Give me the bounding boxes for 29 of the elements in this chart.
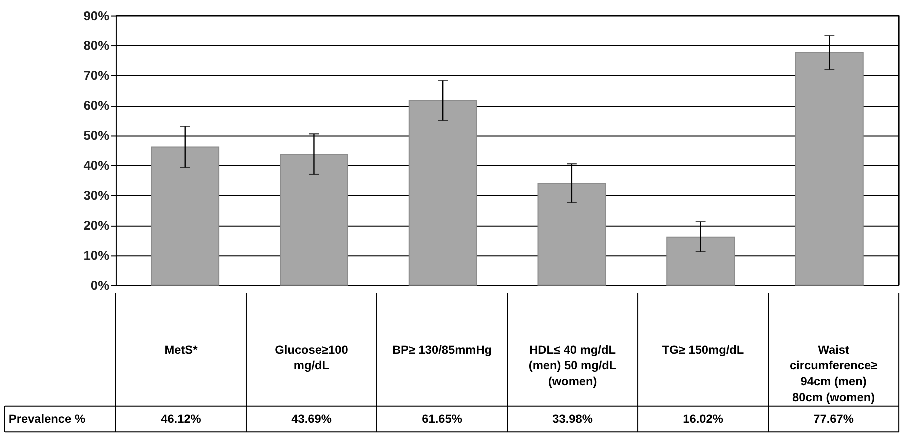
x-tick-label: MetS*	[164, 342, 198, 357]
data-label: 16.02%	[683, 412, 724, 426]
x-tick-label: TG≥ 150mg/dL	[662, 342, 744, 357]
bar	[280, 154, 348, 286]
y-tick-label: 60%	[84, 98, 110, 114]
x-tick-label: HDL≤ 40 mg/dL (men) 50 mg/dL (women)	[528, 342, 617, 389]
x-tick-label: Glucose≥100 mg/dL	[275, 342, 349, 373]
y-tick-label: 0%	[90, 278, 110, 293]
data-label: 43.69%	[292, 412, 332, 426]
bar	[151, 146, 220, 286]
bar	[795, 52, 864, 286]
x-tick-label: Waist circumference≥ 94cm (men) 80cm (women)	[790, 342, 878, 404]
bar	[408, 100, 478, 286]
y-tick-label: 90%	[84, 8, 110, 24]
y-tick-label: 40%	[84, 158, 110, 174]
y-tick-label: 30%	[84, 188, 110, 203]
y-tick-label: 70%	[84, 68, 110, 84]
y-tick-label: 10%	[84, 248, 110, 263]
x-tick-label: BP≥ 130/85mmHg	[392, 342, 492, 357]
data-label: 46.12%	[161, 412, 202, 426]
bar	[666, 236, 736, 286]
data-label: 33.98%	[552, 412, 594, 426]
text: Prevalence %	[8, 412, 86, 426]
y-tick-label: 20%	[84, 218, 110, 233]
bar	[538, 183, 606, 286]
y-tick-label: 80%	[84, 38, 110, 54]
data-label: 77.67%	[814, 412, 854, 426]
data-label: 61.65%	[422, 412, 463, 426]
y-tick-label: 50%	[84, 128, 110, 144]
